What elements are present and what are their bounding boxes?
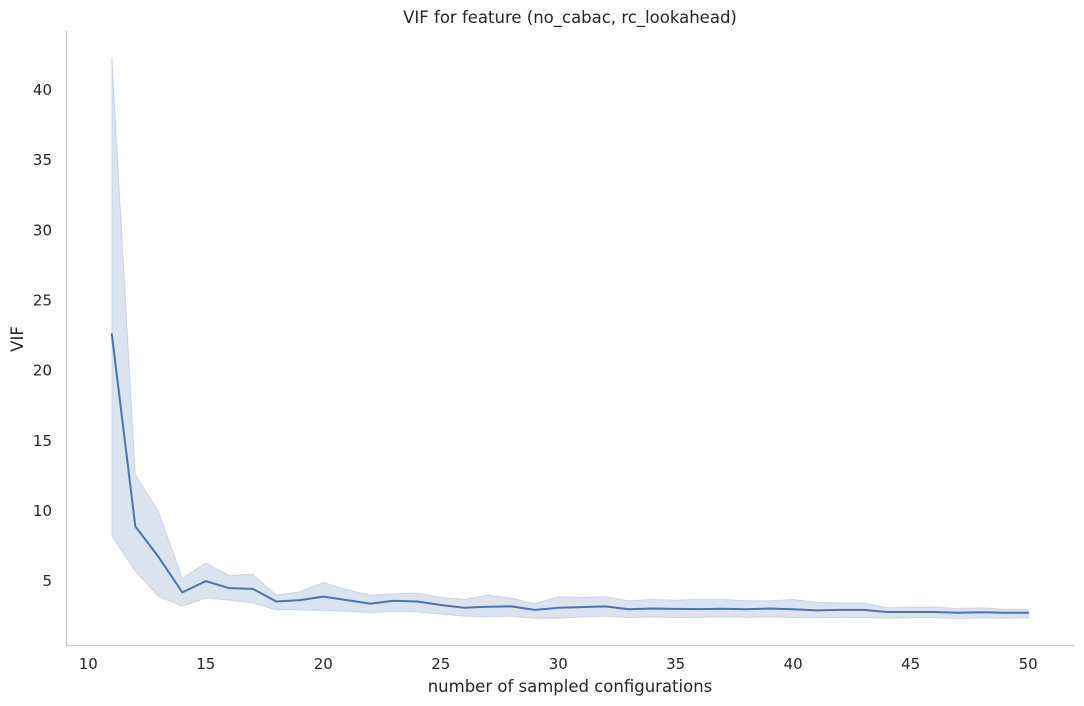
x-tick-label: 25 <box>431 655 450 673</box>
y-tick-label: 10 <box>33 502 52 520</box>
axes: 10 15 20 25 30 35 40 45 50 5 10 15 20 25 30 35 40 <box>33 31 1074 673</box>
x-tick-label: 40 <box>784 655 803 673</box>
x-tick-label: 35 <box>666 655 685 673</box>
y-tick-label: 5 <box>42 572 52 590</box>
x-tick-label: 15 <box>196 655 215 673</box>
x-axis-label: number of sampled configurations <box>428 677 713 696</box>
x-tick-label: 10 <box>79 655 98 673</box>
y-tick-label: 30 <box>33 221 52 239</box>
x-tick-label: 30 <box>549 655 568 673</box>
y-axis-label: VIF <box>8 326 27 352</box>
chart-title: VIF for feature (no_cabac, rc_lookahead) <box>403 8 737 28</box>
x-tick-label: 20 <box>314 655 333 673</box>
plot-area <box>110 57 1030 620</box>
x-tick-label: 50 <box>1019 655 1038 673</box>
series-line-layer <box>110 333 1030 614</box>
y-tick-label: 15 <box>33 432 52 450</box>
x-tick-labels: 10 15 20 25 30 35 40 45 50 <box>79 655 1038 673</box>
confidence-band-layer <box>111 57 1029 620</box>
series-line <box>110 333 1030 614</box>
y-tick-label: 40 <box>33 81 52 99</box>
x-tick-label: 45 <box>901 655 920 673</box>
confidence-band <box>111 57 1029 620</box>
y-tick-label: 25 <box>33 292 52 310</box>
y-tick-labels: 5 10 15 20 25 30 35 40 <box>33 81 52 590</box>
y-tick-label: 35 <box>33 151 52 169</box>
y-tick-label: 20 <box>33 362 52 380</box>
